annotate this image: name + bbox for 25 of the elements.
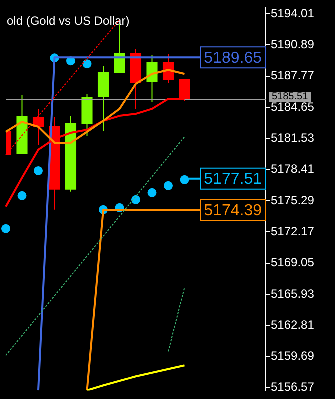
point [132,195,140,204]
y-tick-label: 5190.89 [271,38,315,52]
point [18,191,27,200]
point [82,60,92,69]
data-label: 5177.51 [204,171,262,188]
data-label: 5189.65 [204,50,262,68]
y-tick-label: 5156.57 [271,380,315,394]
y-tick-label: 5165.93 [271,286,315,301]
y-tick-label: 5187.77 [271,68,315,83]
y-tick-label: 5181.53 [271,131,315,146]
point [148,188,157,198]
candlestick [146,54,158,103]
y-tick-label: 5194.01 [271,6,315,20]
point [164,181,173,190]
y-tick-label: 5178.41 [271,162,315,176]
text: old (Gold vs US Dollar) [7,14,130,28]
point [34,166,43,176]
y-tick-label: 5169.05 [271,256,315,270]
y-tick-label: 5172.17 [271,224,315,238]
y-tick-label: 5159.69 [271,349,315,364]
point [2,224,10,234]
ref-line-label: 5185.51 [272,92,309,103]
y-tick-label: 5162.81 [271,318,315,332]
data-label: 5174.39 [204,202,262,220]
y-tick-label: 5175.29 [271,193,315,208]
